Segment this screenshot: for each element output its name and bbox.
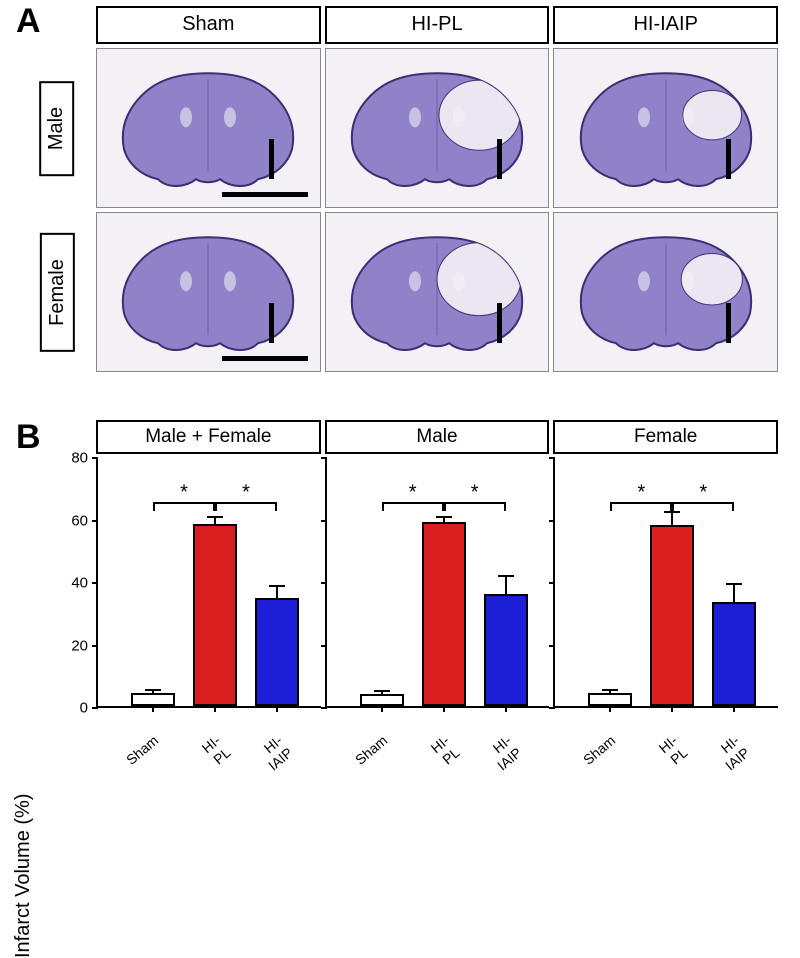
col-header-hi-pl: HI-PL: [325, 6, 550, 44]
chart-axes: **ShamHI-PLHI-IAIP: [325, 458, 550, 708]
x-tick-label: HI-IAIP: [504, 732, 525, 757]
row-male: Male: [18, 48, 782, 208]
vertical-scale-marker: [497, 303, 502, 343]
x-tick-label: HI-PL: [670, 732, 691, 757]
x-tick-label: HI-PL: [213, 732, 234, 757]
bar-sham: [360, 694, 404, 707]
row-label-female: Female: [40, 233, 75, 352]
panel-b: Male + Female020406080**ShamHI-PLHI-IAIP…: [18, 420, 782, 708]
vertical-scale-marker: [269, 303, 274, 343]
significance-marker: *: [699, 481, 707, 504]
x-tick-label: Sham: [608, 732, 618, 744]
y-tick-label: 0: [80, 700, 98, 717]
x-tick-label: HI-PL: [442, 732, 463, 757]
vertical-scale-marker: [726, 139, 731, 179]
micrograph-male-hi-iaip: [553, 48, 778, 208]
significance-marker: *: [180, 481, 188, 504]
significance-marker: *: [409, 481, 417, 504]
x-tick-label: HI-IAIP: [275, 732, 296, 757]
bar-sham: [588, 693, 632, 706]
vertical-scale-marker: [497, 139, 502, 179]
x-tick-label: HI-IAIP: [732, 732, 753, 757]
bar-hi-iaip: [712, 602, 756, 706]
y-tick-label: 40: [71, 575, 98, 592]
significance-marker: *: [637, 481, 645, 504]
micrograph-male-hi-pl: [325, 48, 550, 208]
bar-hi-pl: [650, 525, 694, 706]
bar-hi-iaip: [484, 594, 528, 706]
micrograph-female-sham: [96, 212, 321, 372]
chart-male: Male**ShamHI-PLHI-IAIP: [325, 420, 550, 708]
panel-a-col-headers: Sham HI-PL HI-IAIP: [96, 6, 782, 44]
vertical-scale-marker: [269, 139, 274, 179]
significance-marker: *: [242, 481, 250, 504]
chart-axes: 020406080**ShamHI-PLHI-IAIP: [96, 458, 321, 708]
y-tick-label: 60: [71, 512, 98, 529]
chart-axes: **ShamHI-PLHI-IAIP: [553, 458, 778, 708]
chart-title: Female: [553, 420, 778, 454]
scale-bar: [222, 356, 308, 361]
vertical-scale-marker: [726, 303, 731, 343]
row-female: Female: [18, 212, 782, 372]
significance-marker: *: [471, 481, 479, 504]
bar-sham: [131, 693, 175, 706]
bar-hi-pl: [193, 524, 237, 707]
micrograph-male-sham: [96, 48, 321, 208]
y-tick-label: 20: [71, 637, 98, 654]
x-tick-label: Sham: [151, 732, 161, 744]
micrograph-female-hi-pl: [325, 212, 550, 372]
row-label-male: Male: [40, 80, 75, 175]
chart-female: Female**ShamHI-PLHI-IAIP: [553, 420, 778, 708]
bar-hi-pl: [422, 522, 466, 706]
chart-title: Male: [325, 420, 550, 454]
y-tick-label: 80: [71, 450, 98, 467]
col-header-sham: Sham: [96, 6, 321, 44]
y-axis-label: Infarct Volume (%): [12, 793, 35, 958]
chart-title: Male + Female: [96, 420, 321, 454]
scale-bar: [222, 192, 308, 197]
col-header-hi-iaip: HI-IAIP: [553, 6, 778, 44]
chart-male-female: Male + Female020406080**ShamHI-PLHI-IAIP: [96, 420, 321, 708]
x-tick-label: Sham: [380, 732, 390, 744]
bar-hi-iaip: [255, 598, 299, 706]
micrograph-female-hi-iaip: [553, 212, 778, 372]
panel-a: Sham HI-PL HI-IAIP Male Female: [18, 6, 782, 372]
